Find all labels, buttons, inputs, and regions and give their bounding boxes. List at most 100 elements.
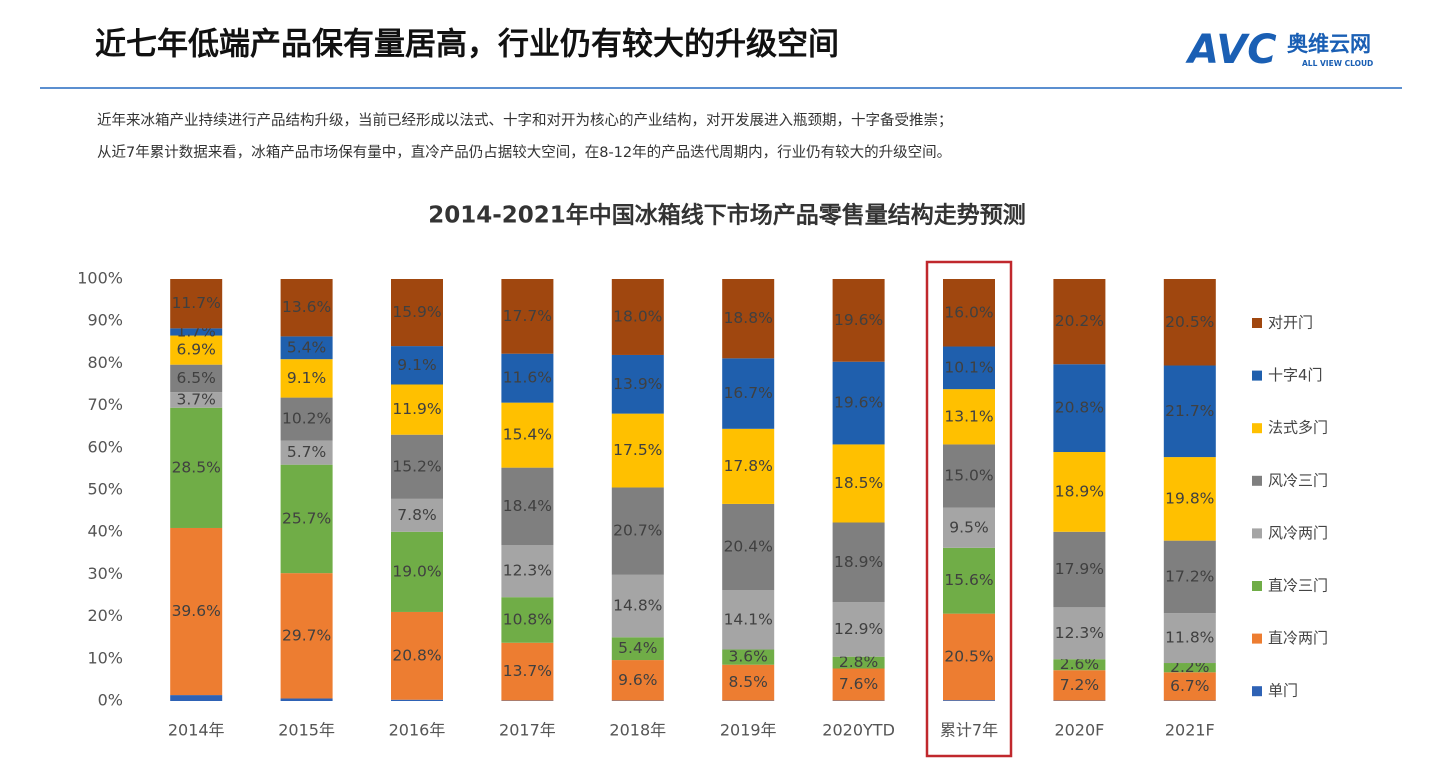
- data-label: 13.1%: [944, 407, 993, 425]
- data-label: 20.5%: [1165, 313, 1214, 331]
- data-label: 20.7%: [613, 522, 662, 540]
- data-label: 17.2%: [1165, 567, 1214, 585]
- y-tick-label: 80%: [87, 353, 123, 372]
- legend-label: 风冷两门: [1268, 524, 1328, 542]
- data-label: 12.9%: [834, 620, 883, 638]
- data-label: 10.8%: [503, 610, 552, 628]
- legend-label: 对开门: [1268, 314, 1313, 332]
- data-label: 20.8%: [392, 646, 441, 664]
- bar-segment: [943, 279, 995, 347]
- data-label: 6.9%: [177, 341, 216, 359]
- bar-segment: [611, 574, 664, 638]
- bar-segment: [943, 507, 995, 548]
- bar-segment: [391, 611, 443, 700]
- bar-segment: [501, 545, 554, 598]
- legend-swatch: [1252, 423, 1262, 434]
- chart-title: 2014-2021年中国冰箱线下市场产品零售量结构走势预测: [428, 202, 1026, 229]
- bar-segment: [280, 279, 333, 337]
- bar-segment: [722, 358, 775, 429]
- bar-segment: [280, 573, 333, 699]
- bar-segment: [1163, 279, 1216, 366]
- data-label: 15.0%: [944, 467, 993, 485]
- data-label: 5.4%: [618, 639, 657, 657]
- bar-segment: [501, 467, 554, 546]
- bar-segment: [170, 364, 223, 393]
- data-label: 17.5%: [613, 441, 662, 459]
- data-label: 7.8%: [397, 506, 436, 524]
- data-label: 10.1%: [944, 358, 993, 376]
- data-label: 17.9%: [1055, 560, 1104, 578]
- legend-swatch: [1252, 686, 1262, 697]
- bar-segment: [391, 699, 443, 701]
- data-label: 10.2%: [282, 410, 331, 428]
- data-label: 15.9%: [392, 303, 441, 321]
- data-label: 13.7%: [503, 662, 552, 680]
- bar-segment: [501, 642, 554, 701]
- data-label: 18.9%: [834, 553, 883, 571]
- bar-segment: [391, 279, 443, 347]
- bar-segment: [391, 531, 443, 612]
- bar-segment: [943, 613, 995, 701]
- data-label: 16.7%: [724, 384, 773, 402]
- y-tick-label: 100%: [77, 269, 123, 288]
- legend-label: 直冷三门: [1268, 577, 1328, 595]
- bar-segment: [501, 402, 554, 468]
- data-label: 19.8%: [1165, 489, 1214, 507]
- bar-segment: [1053, 607, 1106, 660]
- data-label: 6.5%: [177, 369, 216, 387]
- data-label: 17.8%: [724, 457, 773, 475]
- x-tick-label: 2019年: [720, 721, 777, 740]
- data-label: 29.7%: [282, 626, 331, 644]
- bar-segment: [501, 597, 554, 643]
- legend-label: 单门: [1268, 682, 1298, 700]
- bar-segment: [391, 384, 443, 435]
- bar-segment: [722, 279, 775, 359]
- data-label: 5.7%: [287, 443, 326, 461]
- data-label: 18.9%: [1055, 482, 1104, 500]
- bar-segment: [611, 487, 664, 575]
- data-label: 15.2%: [392, 457, 441, 475]
- bar-segment: [1053, 452, 1106, 532]
- bar-segment: [832, 656, 885, 669]
- bar-segment: [280, 464, 333, 574]
- y-tick-label: 10%: [87, 648, 123, 667]
- bar-segment: [280, 440, 333, 465]
- bar-segment: [943, 700, 995, 701]
- y-tick-label: 40%: [87, 522, 123, 541]
- data-label: 39.6%: [172, 602, 221, 620]
- data-label: 20.5%: [944, 647, 993, 665]
- bar-segment: [170, 335, 223, 365]
- bar-segment: [280, 336, 333, 360]
- bar-segment: [280, 359, 333, 398]
- bar-segment: [832, 444, 885, 523]
- legend-label: 十字4门: [1268, 366, 1323, 384]
- bar-segment: [611, 279, 664, 355]
- data-label: 8.5%: [729, 673, 768, 691]
- slide-title: 近七年低端产品保有量居高，行业仍有较大的升级空间: [95, 27, 839, 63]
- legend-swatch: [1252, 318, 1262, 328]
- data-label: 20.8%: [1055, 399, 1104, 417]
- bar-segment: [611, 413, 664, 488]
- data-label: 2.8%: [839, 653, 878, 671]
- bar-segment: [611, 354, 664, 414]
- data-label: 15.4%: [503, 426, 552, 444]
- bar-segment: [1163, 672, 1216, 701]
- x-tick-label: 2016年: [389, 721, 446, 740]
- y-tick-label: 90%: [87, 311, 123, 330]
- data-label: 13.9%: [613, 375, 662, 393]
- bar-segment: [170, 407, 223, 528]
- data-label: 19.6%: [834, 311, 883, 329]
- bar-segment: [832, 279, 885, 362]
- data-label: 14.1%: [724, 610, 773, 628]
- bar-segment: [1163, 663, 1216, 673]
- logo-name: 奥维云网: [1287, 32, 1371, 56]
- y-tick-label: 70%: [87, 395, 123, 414]
- data-label: 13.6%: [282, 298, 331, 316]
- x-tick-label: 2018年: [609, 721, 666, 740]
- legend-swatch: [1252, 528, 1262, 539]
- description: 近年来冰箱产业持续进行产品结构升级，当前已经形成以法式、十字和对开为核心的产业结…: [97, 112, 953, 129]
- data-label: 7.2%: [1060, 676, 1099, 694]
- bar-segment: [722, 649, 775, 665]
- data-label: 3.6%: [729, 648, 768, 666]
